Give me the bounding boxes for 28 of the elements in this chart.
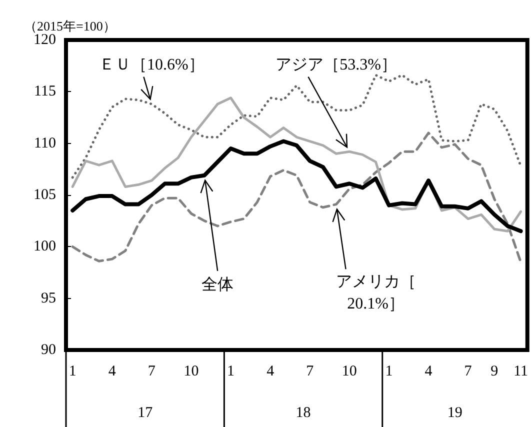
- text: アメリカ［20.1%］: [336, 274, 416, 313]
- x-tick-label: 9: [490, 364, 498, 380]
- y-tick-label: 110: [34, 135, 56, 152]
- x-tick-label: 7: [148, 364, 156, 380]
- x-tick-label: 4: [424, 364, 433, 380]
- x-tick-label: 11: [514, 364, 528, 380]
- text: 全体: [202, 276, 234, 294]
- text: アジア［53.3%］: [276, 56, 397, 74]
- x-tick-label: 1: [227, 364, 235, 380]
- y-tick-label: 115: [34, 84, 56, 100]
- y-tick-label: 120: [34, 32, 56, 48]
- x-tick-label: 4: [108, 364, 116, 380]
- x-tick-label: 7: [306, 364, 314, 380]
- x-tick-label: 10: [342, 364, 357, 380]
- y-tick-label: 90: [41, 342, 56, 358]
- y-tick-label: 95: [41, 290, 56, 306]
- x-tick-label: 1: [68, 364, 76, 380]
- text: 17: [138, 405, 154, 421]
- y-axis-title: （2015年=100）: [24, 18, 116, 34]
- text: 19: [447, 405, 462, 421]
- x-tick-label: 7: [464, 364, 472, 380]
- y-tick-label: 105: [34, 187, 56, 203]
- x-tick-label: 4: [266, 364, 275, 380]
- y-tick-label: 100: [34, 238, 56, 255]
- x-tick-label: 10: [184, 364, 199, 380]
- text: ＥＵ［10.6%］: [99, 56, 204, 74]
- text: 18: [296, 405, 311, 421]
- x-tick-label: 1: [385, 364, 393, 380]
